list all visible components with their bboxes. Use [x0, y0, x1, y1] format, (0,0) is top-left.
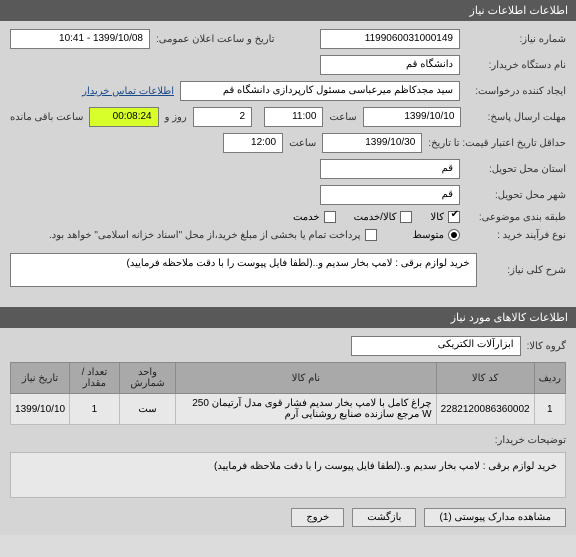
min-valid-label: حداقل تاریخ اعتبار قیمت: تا تاریخ: — [428, 138, 566, 149]
number-field: 1199060031000149 — [320, 29, 460, 49]
checkbox-icon — [400, 211, 412, 223]
org-label: نام دستگاه خریدار: — [466, 60, 566, 71]
creator-field: سید مجدکاظم میرعباسی مسئول کارپردازی دان… — [180, 81, 460, 101]
number-label: شماره نیاز: — [466, 34, 566, 45]
city-label: شهر محل تحویل: — [466, 190, 566, 201]
checkbox-icon — [448, 211, 460, 223]
td-code: 2282120086360002 — [436, 394, 534, 425]
td-date: 1399/10/10 — [11, 394, 70, 425]
days-field: 2 — [193, 107, 252, 127]
buyer-note-label: توضیحات خریدار: — [466, 435, 566, 446]
subject-service-item[interactable]: کالا/خدمت — [354, 211, 413, 223]
th-date: تاریخ نیاز — [11, 363, 70, 394]
subject-group: کالا کالا/خدمت خدمت — [293, 211, 460, 223]
subject-goods-label: کالا — [430, 212, 444, 223]
td-idx: 1 — [534, 394, 565, 425]
radio-icon — [448, 229, 460, 241]
province-label: استان محل تحویل: — [466, 164, 566, 175]
deadline-hour-label: ساعت — [329, 112, 356, 123]
th-qty: تعداد / مقدار — [70, 363, 120, 394]
checkbox-icon — [324, 211, 336, 223]
view-attachments-button[interactable]: مشاهده مدارک پیوستی (1) — [424, 508, 566, 527]
subject-khdmt-item[interactable]: خدمت — [293, 211, 336, 223]
org-field: دانشگاه قم — [320, 55, 460, 75]
group-field[interactable]: ابزارآلات الکتریکی — [351, 336, 521, 356]
payment-check-item[interactable]: پرداخت تمام یا بخشی از مبلغ خرید،از محل … — [49, 229, 377, 241]
goods-area: گروه کالا: ابزارآلات الکتریکی ردیف کد کا… — [0, 328, 576, 535]
form-area: شماره نیاز: 1199060031000149 تاریخ و ساع… — [0, 21, 576, 307]
day-label: روز و — [165, 112, 187, 123]
th-unit: واحد شمارش — [119, 363, 176, 394]
table-row: 1 2282120086360002 چراغ کامل با لامپ بخا… — [11, 394, 566, 425]
checkbox-icon — [365, 229, 377, 241]
remaining-time: 00:08:24 — [89, 107, 158, 127]
th-code: کد کالا — [436, 363, 534, 394]
contact-link[interactable]: اطلاعات تماس خریدار — [82, 86, 174, 97]
process-mid-label: متوسط — [413, 230, 444, 241]
deadline-label: مهلت ارسال پاسخ: — [467, 112, 566, 123]
announce-field: 1399/10/08 - 10:41 — [10, 29, 150, 49]
deadline-hour-field: 11:00 — [264, 107, 323, 127]
min-valid-date-field: 1399/10/30 — [322, 133, 422, 153]
td-qty: 1 — [70, 394, 120, 425]
td-name: چراغ کامل با لامپ بخار سدیم فشار قوی مدل… — [176, 394, 436, 425]
remaining-label: ساعت باقی مانده — [10, 112, 83, 123]
subject-goods-item[interactable]: کالا — [430, 211, 460, 223]
goods-table: ردیف کد کالا نام کالا واحد شمارش تعداد /… — [10, 362, 566, 425]
deadline-date-field: 1399/10/10 — [363, 107, 462, 127]
payment-note: پرداخت تمام یا بخشی از مبلغ خرید،از محل … — [49, 230, 361, 241]
min-valid-hour-field: 12:00 — [223, 133, 283, 153]
province-field: قم — [320, 159, 460, 179]
goods-section-header: اطلاعات کالاهای مورد نیاز — [0, 307, 576, 328]
subject-khdmt-label: خدمت — [293, 212, 320, 223]
th-name: نام کالا — [176, 363, 436, 394]
button-row: مشاهده مدارک پیوستی (1) بازگشت خروج — [10, 508, 566, 527]
need-desc-label: شرح کلی نیاز: — [483, 265, 566, 276]
td-unit: ست — [119, 394, 176, 425]
creator-label: ایجاد کننده درخواست: — [466, 86, 566, 97]
need-desc-box: خرید لوازم برقی : لامپ بخار سدیم و..(لطف… — [10, 253, 477, 287]
process-label: نوع فرآیند خرید : — [466, 230, 566, 241]
process-mid-item[interactable]: متوسط — [413, 229, 460, 241]
back-button[interactable]: بازگشت — [352, 508, 416, 527]
th-idx: ردیف — [534, 363, 565, 394]
close-button[interactable]: خروج — [291, 508, 344, 527]
min-valid-hour-label: ساعت — [289, 138, 316, 149]
subject-label: طبقه بندی موضوعی: — [466, 212, 566, 223]
announce-label: تاریخ و ساعت اعلان عمومی: — [156, 34, 275, 45]
buyer-note-box: خرید لوازم برقی : لامپ بخار سدیم و..(لطف… — [10, 452, 566, 498]
city-field: قم — [320, 185, 460, 205]
section-header: اطلاعات اطلاعات نیاز — [0, 0, 576, 21]
group-label: گروه کالا: — [527, 341, 566, 352]
subject-service-label: کالا/خدمت — [354, 212, 397, 223]
